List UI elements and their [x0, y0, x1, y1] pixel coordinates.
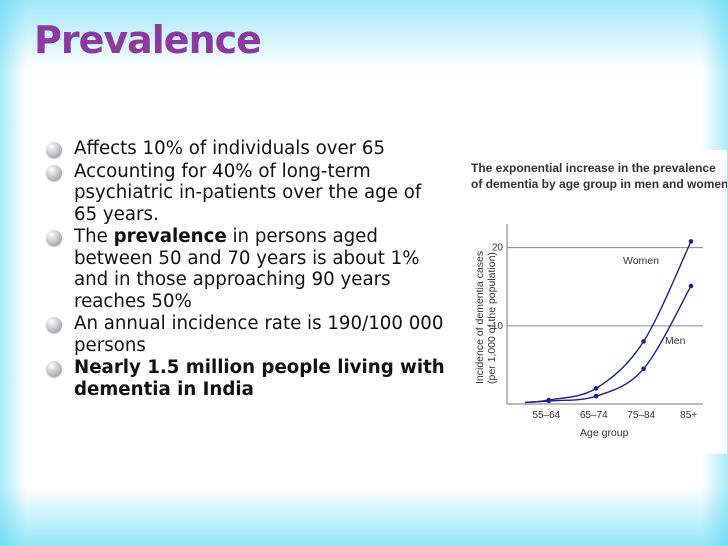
- x-tick-label: 75–84: [627, 410, 655, 421]
- series-label: Men: [665, 335, 686, 347]
- data-point: [546, 398, 552, 404]
- bullet-text: An annual incidence rate is 190/100 000 …: [74, 313, 444, 356]
- bullet-orb-icon: [46, 164, 62, 181]
- slide-title: Prevalence: [34, 18, 262, 62]
- data-point: [593, 386, 599, 391]
- chart-xlabel: Age group: [580, 427, 629, 439]
- bullet-text-before: The: [74, 226, 114, 247]
- x-tick-label: 65–74: [580, 410, 608, 421]
- y-tick-label: 10: [492, 321, 504, 332]
- data-point: [593, 393, 599, 399]
- bullet-item: Nearly 1.5 million people living with de…: [46, 357, 446, 400]
- bullet-item: An annual incidence rate is 190/100 000 …: [46, 313, 446, 356]
- x-tick-label: 85+: [680, 410, 697, 421]
- dementia-chart-figure: The exponential increase in the prevalen…: [455, 150, 727, 454]
- bullet-orb-icon: [46, 142, 62, 158]
- bullet-orb-icon: [46, 230, 62, 246]
- series-label: Women: [623, 255, 659, 267]
- bullet-item: The prevalence in persons aged between 5…: [46, 226, 446, 312]
- bullet-text-after: in persons aged between 50 and 70 years …: [74, 226, 420, 312]
- bullet-text: Nearly 1.5 million people living with de…: [74, 357, 445, 400]
- chart-ylabel-line-1: Incidence of dementia cases: [474, 251, 486, 384]
- chart-ylabel-line-2: (per 1,000 of the population): [486, 252, 498, 384]
- data-point: [688, 239, 694, 244]
- dementia-chart: The exponential increase in the prevalen…: [471, 161, 727, 439]
- bullet-item: Affects 10% of individuals over 65: [46, 138, 446, 160]
- bullet-list: Affects 10% of individuals over 65 Accou…: [46, 138, 446, 401]
- y-tick-label: 20: [492, 243, 504, 254]
- bullet-text: Accounting for 40% of long-term psychiat…: [74, 160, 422, 225]
- bullet-orb-icon: [46, 317, 62, 333]
- bullet-text: Affects 10% of individuals over 65: [74, 138, 386, 159]
- data-point: [641, 366, 646, 372]
- bullet-orb-icon: [46, 361, 62, 377]
- data-point: [641, 339, 646, 344]
- chart-title-line-2: of dementia by age group in men and wome…: [471, 177, 727, 191]
- bullet-text-bold: prevalence: [113, 226, 227, 247]
- x-tick-label: 55–64: [532, 410, 560, 421]
- data-point: [688, 283, 694, 289]
- bullet-item: Accounting for 40% of long-term psychiat…: [46, 161, 446, 226]
- series-line: [524, 241, 692, 404]
- chart-title-line-1: The exponential increase in the prevalen…: [471, 161, 716, 175]
